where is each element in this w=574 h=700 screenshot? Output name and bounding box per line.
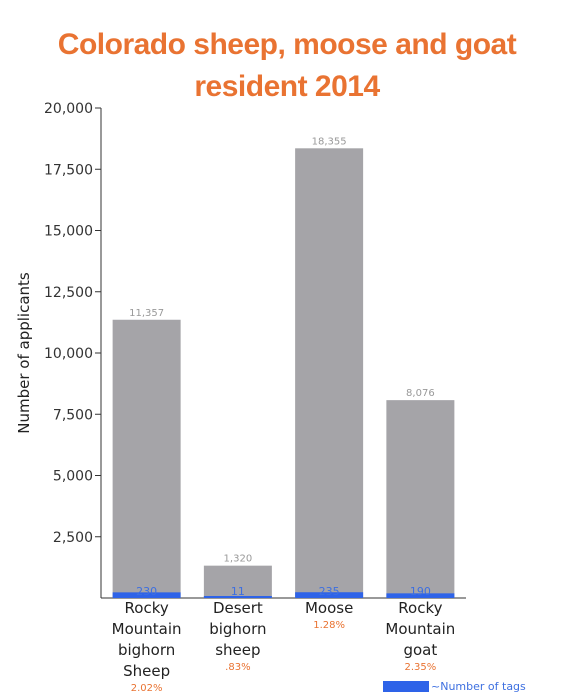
- chart-title-line-2: resident 2014: [194, 70, 380, 103]
- y-tick-label: 12,500: [44, 285, 93, 301]
- y-tick-label: 5,000: [53, 469, 93, 485]
- category-label: Moose: [305, 599, 353, 617]
- category-label: Desert: [213, 599, 263, 617]
- bar-tags: [112, 592, 181, 598]
- y-tick-label: 20,000: [44, 101, 93, 117]
- y-tick-label: 10,000: [44, 346, 93, 362]
- value-label-tags: 235: [319, 585, 340, 598]
- value-label-tags: 190: [410, 585, 431, 598]
- y-tick-label: 7,500: [53, 407, 93, 423]
- category-label: goat: [403, 641, 437, 659]
- y-axis-label: Number of applicants: [15, 272, 33, 434]
- value-label-applicants: 11,357: [129, 308, 164, 319]
- chart-title-line-1: Colorado sheep, moose and goat: [57, 28, 517, 61]
- bar-applicants: [112, 319, 181, 598]
- percent-label: 1.28%: [313, 620, 345, 631]
- bar-applicants: [386, 400, 455, 598]
- value-label-applicants: 18,355: [312, 136, 347, 147]
- percent-label: 2.35%: [404, 662, 436, 673]
- y-tick-label: 2,500: [53, 530, 93, 546]
- bar-applicants: [295, 148, 364, 599]
- category-label: Sheep: [123, 662, 170, 680]
- bars: [112, 148, 455, 599]
- legend-swatch: [383, 681, 429, 692]
- value-label-tags: 11: [231, 585, 245, 598]
- bar-tags: [386, 593, 455, 598]
- category-label: Rocky: [125, 599, 169, 617]
- category-label: bighorn: [118, 641, 175, 659]
- bar-tags: [203, 596, 272, 598]
- axes: 2,500 5,000 7,500 10,000 12,500 15,000 17,500 2…: [15, 101, 466, 599]
- y-tick-label: 17,500: [44, 162, 93, 178]
- category-label: Mountain: [112, 620, 182, 638]
- y-tick-label: 15,000: [44, 224, 93, 240]
- labels: 11,357230RockyMountainbighornSheep2.02%1…: [112, 136, 456, 694]
- bar-applicants: [203, 565, 272, 598]
- value-label-tags: 230: [136, 585, 157, 598]
- value-label-applicants: 8,076: [406, 388, 435, 399]
- value-label-applicants: 1,320: [224, 554, 253, 565]
- category-label: bighorn: [209, 620, 266, 638]
- percent-label: 2.02%: [131, 683, 163, 694]
- legend-label: ~Number of tags: [431, 680, 526, 693]
- category-label: Mountain: [385, 620, 455, 638]
- category-label: Rocky: [398, 599, 442, 617]
- category-label: sheep: [215, 641, 260, 659]
- legend: ~Number of tags: [383, 680, 526, 693]
- bar-tags: [295, 592, 364, 598]
- percent-label: .83%: [225, 662, 250, 673]
